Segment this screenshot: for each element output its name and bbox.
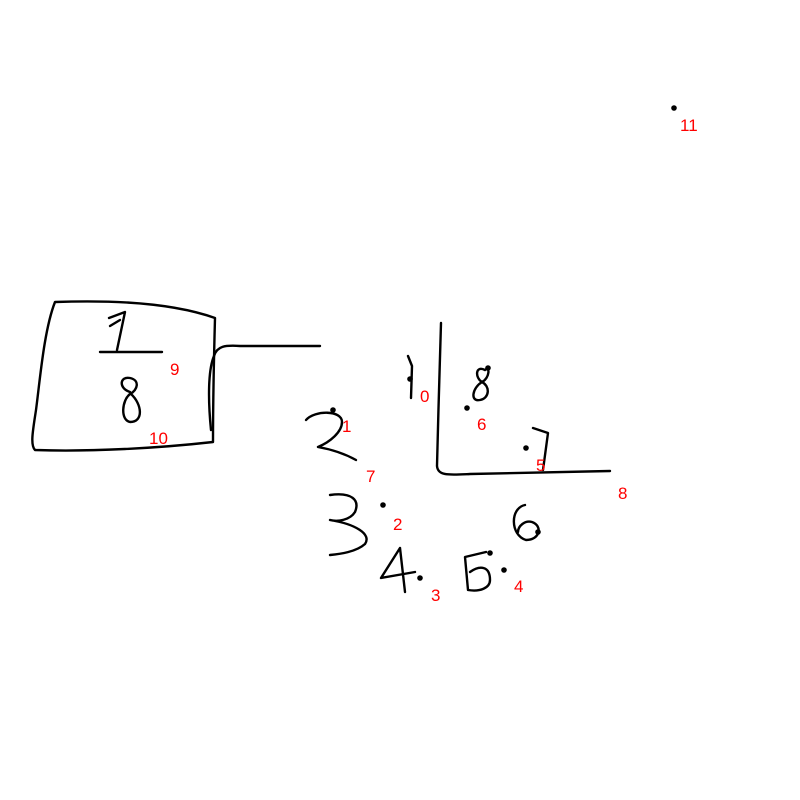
point-label-4: 4 bbox=[514, 577, 523, 596]
point-label-6: 6 bbox=[477, 415, 486, 434]
point-label-8: 8 bbox=[618, 484, 627, 503]
point-label-10: 10 bbox=[149, 429, 168, 448]
point-label-9: 9 bbox=[170, 360, 179, 379]
point-label-1: 1 bbox=[342, 417, 351, 436]
fraction-box-outline bbox=[31, 300, 217, 452]
digit-1 bbox=[406, 354, 414, 400]
fraction-numerator-1 bbox=[107, 310, 127, 352]
point-marker-4b bbox=[501, 567, 507, 573]
axis-corner bbox=[435, 321, 612, 476]
connector-line bbox=[207, 344, 322, 432]
point-marker-4a bbox=[487, 550, 493, 556]
point-labels: 0 1 2 3 4 5 6 7 8 9 10 11 bbox=[149, 116, 698, 605]
point-label-0: 0 bbox=[420, 387, 429, 406]
digit-5 bbox=[463, 550, 492, 592]
point-marker-3 bbox=[417, 575, 423, 581]
digit-8 bbox=[472, 367, 490, 402]
digit-6 bbox=[512, 503, 540, 542]
point-marker-6 bbox=[464, 405, 470, 411]
digit-2 bbox=[304, 411, 358, 462]
point-markers bbox=[330, 105, 677, 581]
point-label-7: 7 bbox=[366, 467, 375, 486]
digit-7 bbox=[531, 426, 550, 472]
fraction-denominator-8 bbox=[120, 376, 142, 424]
point-label-2: 2 bbox=[393, 515, 402, 534]
point-marker-5 bbox=[523, 445, 529, 451]
point-label-3: 3 bbox=[431, 586, 440, 605]
point-marker-8 bbox=[485, 365, 491, 371]
point-marker-6b bbox=[535, 529, 541, 535]
fraction-box bbox=[31, 300, 322, 452]
point-label-11: 11 bbox=[680, 116, 698, 135]
point-marker-2 bbox=[380, 502, 386, 508]
digit-3 bbox=[328, 493, 368, 557]
point-label-5: 5 bbox=[536, 456, 545, 475]
point-marker-1 bbox=[330, 407, 336, 413]
point-marker-0 bbox=[407, 376, 413, 382]
digit-4 bbox=[379, 546, 417, 594]
point-marker-11 bbox=[671, 105, 677, 111]
